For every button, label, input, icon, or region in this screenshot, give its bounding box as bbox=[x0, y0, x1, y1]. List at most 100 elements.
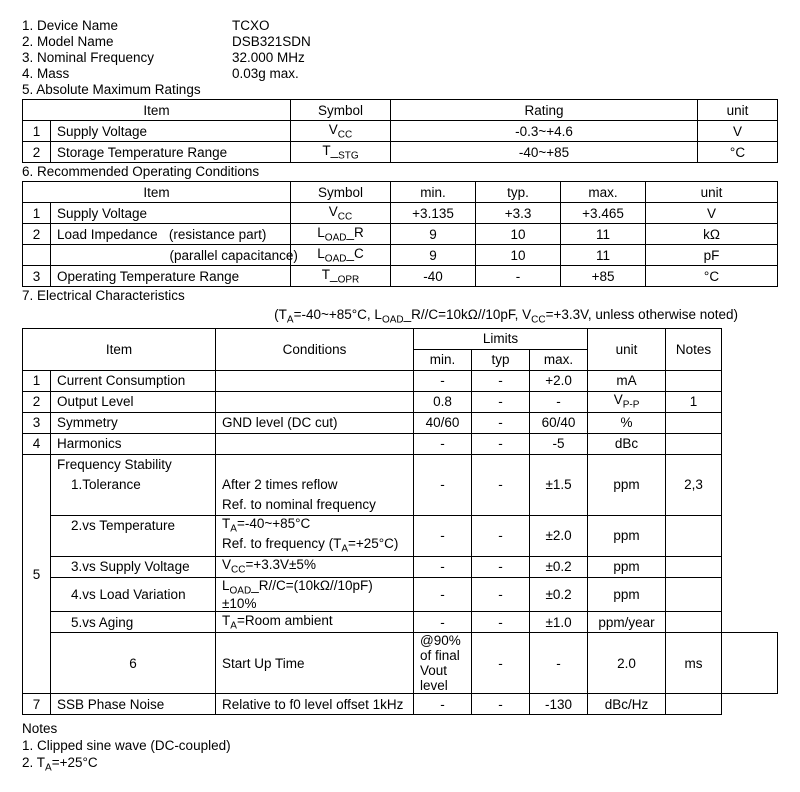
cell: ppm bbox=[588, 577, 666, 612]
cell: Ref. to frequency (TA=+25°C) bbox=[216, 536, 414, 557]
cell: Start Up Time bbox=[216, 633, 414, 694]
cell: VCC=+3.3V±5% bbox=[216, 556, 414, 577]
cell: VCC bbox=[291, 203, 391, 224]
cell: 2 bbox=[23, 391, 51, 412]
cell: - bbox=[472, 433, 530, 454]
cell: -130 bbox=[530, 694, 588, 715]
cell: - bbox=[472, 577, 530, 612]
cell: TA=-40~+85°C bbox=[216, 515, 414, 536]
cell: Supply Voltage bbox=[51, 121, 291, 142]
cell: - bbox=[530, 633, 588, 694]
cell: +3.135 bbox=[391, 203, 476, 224]
cell bbox=[51, 495, 216, 516]
cell: -0.3~+4.6 bbox=[391, 121, 698, 142]
cell: °C bbox=[646, 266, 778, 287]
col-typ: typ. bbox=[476, 182, 561, 203]
cell: -5 bbox=[530, 433, 588, 454]
section-5-title: 5. Absolute Maximum Ratings bbox=[22, 82, 778, 97]
table-row: 5.vs Aging TA=Room ambient - - ±1.0 ppm/… bbox=[23, 612, 778, 633]
cell: dBc bbox=[588, 433, 666, 454]
cell: - bbox=[472, 633, 530, 694]
hdr-val: DSB321SDN bbox=[232, 34, 311, 49]
cell bbox=[216, 454, 414, 475]
col-max: max. bbox=[530, 349, 588, 370]
col-unit: unit bbox=[698, 100, 778, 121]
col-item: Item bbox=[23, 182, 291, 203]
cell: kΩ bbox=[646, 224, 778, 245]
cell bbox=[216, 433, 414, 454]
col-symbol: Symbol bbox=[291, 182, 391, 203]
cell: Ref. to nominal frequency bbox=[216, 495, 414, 516]
table-row: 5 Frequency Stability - - ±1.5 ppm 2,3 bbox=[23, 454, 778, 475]
cell: 40/60 bbox=[414, 412, 472, 433]
cell: ppm/year bbox=[588, 612, 666, 633]
cell: SSB Phase Noise bbox=[51, 694, 216, 715]
col-min: min. bbox=[414, 349, 472, 370]
table-electrical: Item Conditions Limits unit Notes min. t… bbox=[22, 328, 778, 716]
table-row: (parallel capacitance) LOAD_C 9 10 11 pF bbox=[23, 245, 778, 266]
table-row: 3 Operating Temperature Range T_OPR -40 … bbox=[23, 266, 778, 287]
cell: V bbox=[698, 121, 778, 142]
col-unit: unit bbox=[646, 182, 778, 203]
col-notes: Notes bbox=[666, 328, 722, 370]
cell: - bbox=[472, 556, 530, 577]
cell: Harmonics bbox=[51, 433, 216, 454]
cell: % bbox=[588, 412, 666, 433]
cell: T_OPR bbox=[291, 266, 391, 287]
cell: 1 bbox=[666, 391, 722, 412]
cell: Load Impedance (resistance part) bbox=[51, 224, 291, 245]
table-abs-max: Item Symbol Rating unit 1 Supply Voltage… bbox=[22, 99, 778, 163]
cell: °C bbox=[698, 142, 778, 163]
cell: LOAD_C bbox=[291, 245, 391, 266]
cell: ms bbox=[666, 633, 722, 694]
cell: Operating Temperature Range bbox=[51, 266, 291, 287]
cell: - bbox=[414, 454, 472, 515]
cell bbox=[666, 612, 722, 633]
cell bbox=[666, 433, 722, 454]
col-unit: unit bbox=[588, 328, 666, 370]
table-operating: Item Symbol min. typ. max. unit 1 Supply… bbox=[22, 181, 778, 287]
cell bbox=[666, 370, 722, 391]
col-limits: Limits bbox=[414, 328, 588, 349]
cell: ±1.0 bbox=[530, 612, 588, 633]
cell: 1.Tolerance bbox=[51, 475, 216, 495]
table-row: 2 Storage Temperature Range T_STG -40~+8… bbox=[23, 142, 778, 163]
section-6-title: 6. Recommended Operating Conditions bbox=[22, 164, 778, 179]
cell: - bbox=[472, 612, 530, 633]
cell: mA bbox=[588, 370, 666, 391]
cell: pF bbox=[646, 245, 778, 266]
cell: 7 bbox=[23, 694, 51, 715]
cell: - bbox=[414, 612, 472, 633]
hdr-val: 32.000 MHz bbox=[232, 50, 305, 65]
cell: - bbox=[414, 370, 472, 391]
cell: - bbox=[414, 433, 472, 454]
cell: - bbox=[472, 370, 530, 391]
cell: -40 bbox=[391, 266, 476, 287]
cell bbox=[666, 412, 722, 433]
cell: V bbox=[646, 203, 778, 224]
cell: Relative to f0 level offset 1kHz bbox=[216, 694, 414, 715]
col-cond: Conditions bbox=[216, 328, 414, 370]
col-rating: Rating bbox=[391, 100, 698, 121]
section-7-title: 7. Electrical Characteristics bbox=[22, 288, 778, 303]
note-2: 2. TA=+25°C bbox=[22, 755, 778, 774]
cell: ppm bbox=[588, 454, 666, 515]
table-row: 2 Output Level 0.8 - - VP-P 1 bbox=[23, 391, 778, 412]
cell: - bbox=[472, 412, 530, 433]
cell: - bbox=[414, 515, 472, 556]
table-row: 3.vs Supply Voltage VCC=+3.3V±5% - - ±0.… bbox=[23, 556, 778, 577]
col-symbol: Symbol bbox=[291, 100, 391, 121]
cell bbox=[216, 391, 414, 412]
col-typ: typ bbox=[472, 349, 530, 370]
hdr-key: 2. Model Name bbox=[22, 34, 232, 49]
cell: @90% of final Vout level bbox=[414, 633, 472, 694]
cell: - bbox=[472, 391, 530, 412]
row-num: 1 bbox=[23, 203, 51, 224]
cell bbox=[216, 370, 414, 391]
cell: ppm bbox=[588, 556, 666, 577]
cell: - bbox=[476, 266, 561, 287]
cell: - bbox=[414, 694, 472, 715]
cell: - bbox=[414, 556, 472, 577]
cell: LOAD_R//C=(10kΩ//10pF)±10% bbox=[216, 577, 414, 612]
cell bbox=[666, 556, 722, 577]
